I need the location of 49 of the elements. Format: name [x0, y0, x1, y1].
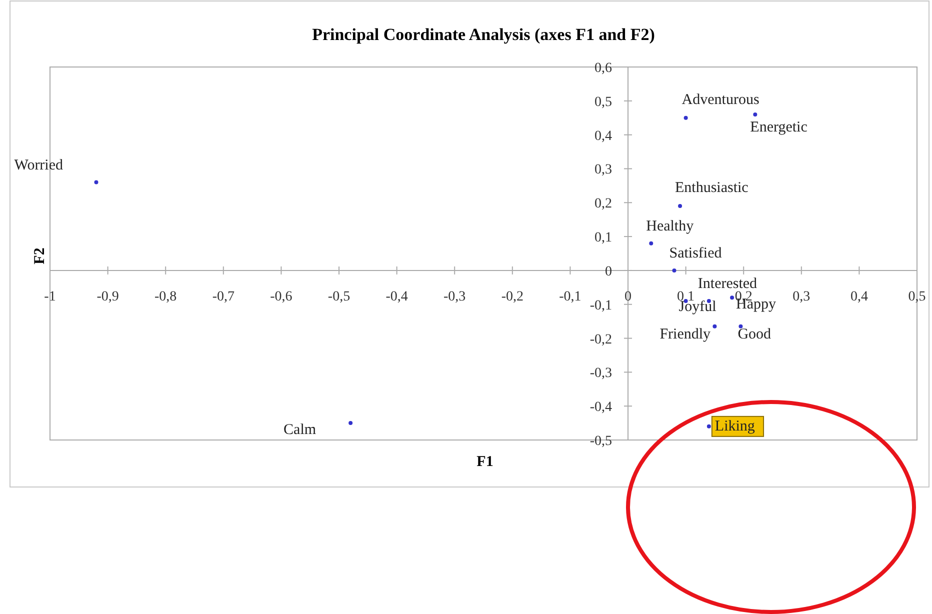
x-tick-label: -0,2 — [501, 289, 524, 304]
x-tick-label: 0,5 — [908, 289, 926, 304]
x-tick-label: -0,8 — [154, 289, 177, 304]
annotation: Energetic — [750, 119, 808, 136]
annotation: Healthy — [646, 218, 694, 234]
point — [706, 424, 711, 428]
annotation: Worried — [14, 157, 64, 174]
point — [712, 324, 717, 328]
point — [678, 204, 682, 208]
annotation: Adventurous — [682, 92, 760, 108]
x-tick-label: -0,1 — [559, 289, 582, 304]
y-tick-label: 0,3 — [594, 162, 612, 178]
y-tick-label: 0 — [605, 264, 612, 280]
point — [672, 268, 676, 272]
y-tick-label: 0,4 — [594, 128, 612, 144]
y-tick-label: 0,6 — [594, 61, 612, 76]
annotation: Calm — [284, 422, 316, 438]
annotation: Satisfied — [669, 245, 722, 262]
y-tick-label: -0,5 — [590, 434, 612, 449]
x-tick-label: 0,4 — [850, 289, 868, 304]
x-axis-title: F1 — [476, 454, 494, 470]
annotation: Good — [738, 326, 772, 342]
point — [348, 421, 353, 426]
x-tick-label: -0,6 — [270, 289, 292, 304]
y-tick-label: -0,3 — [590, 366, 612, 382]
point — [649, 241, 654, 246]
x-tick-label: 0,3 — [792, 289, 810, 304]
point — [753, 112, 758, 116]
x-tick-label: -1 — [44, 289, 56, 304]
x-tick-label: -0,3 — [444, 289, 466, 304]
y-axis-title: F2 — [32, 248, 48, 264]
y-tick-label: -0,4 — [590, 400, 612, 416]
annotation: Friendly — [660, 326, 712, 342]
annotation: Interested — [698, 276, 758, 292]
x-tick-label: -0,4 — [386, 289, 408, 304]
y-tick-label: 0,1 — [594, 230, 612, 246]
x-tick-label: 0 — [624, 289, 632, 304]
y-tick-label: 0,2 — [594, 196, 612, 212]
x-tick-label: -0,7 — [212, 289, 234, 304]
point — [684, 116, 688, 120]
x-tick-label: -0,9 — [96, 289, 119, 304]
annotation: Enthusiastic — [675, 180, 749, 196]
y-tick-label: 0,5 — [594, 94, 612, 110]
point — [730, 296, 734, 300]
annotation: Liking — [714, 418, 756, 434]
x-tick-label: -0,5 — [328, 289, 350, 304]
y-tick-label: -0,2 — [590, 332, 612, 348]
chart-title: Principal Coordinate Analysis (axes F1 and F2) — [312, 25, 655, 44]
point — [94, 180, 98, 184]
